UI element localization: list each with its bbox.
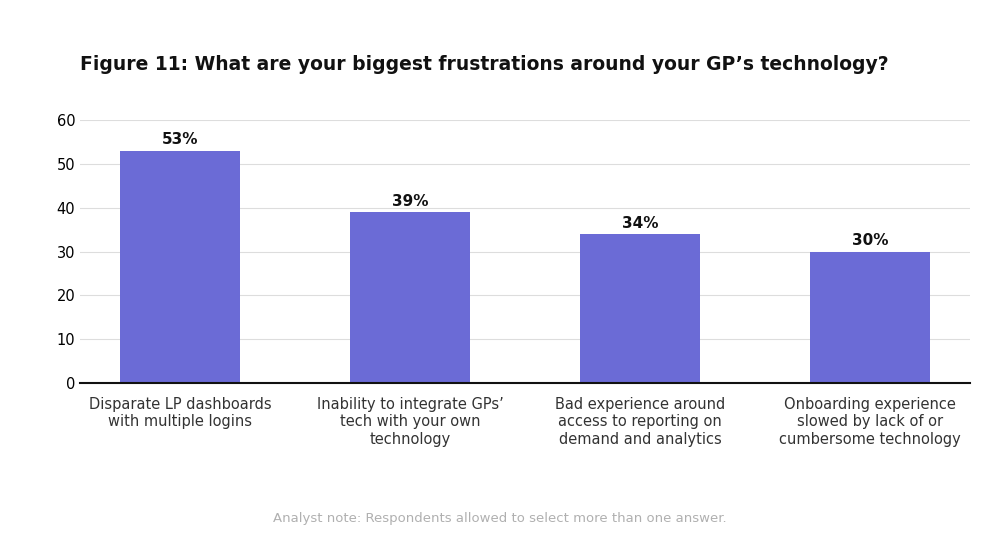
Bar <box>120 151 240 383</box>
Bar <box>580 234 700 383</box>
Text: 34%: 34% <box>622 216 658 231</box>
Text: Figure 11: What are your biggest frustrations around your GP’s technology?: Figure 11: What are your biggest frustra… <box>80 55 889 74</box>
Text: 39%: 39% <box>392 194 428 209</box>
Bar <box>810 252 930 383</box>
Text: 53%: 53% <box>162 132 198 148</box>
Bar <box>350 212 470 383</box>
Text: Analyst note: Respondents allowed to select more than one answer.: Analyst note: Respondents allowed to sel… <box>273 512 727 525</box>
Text: 30%: 30% <box>852 233 888 248</box>
